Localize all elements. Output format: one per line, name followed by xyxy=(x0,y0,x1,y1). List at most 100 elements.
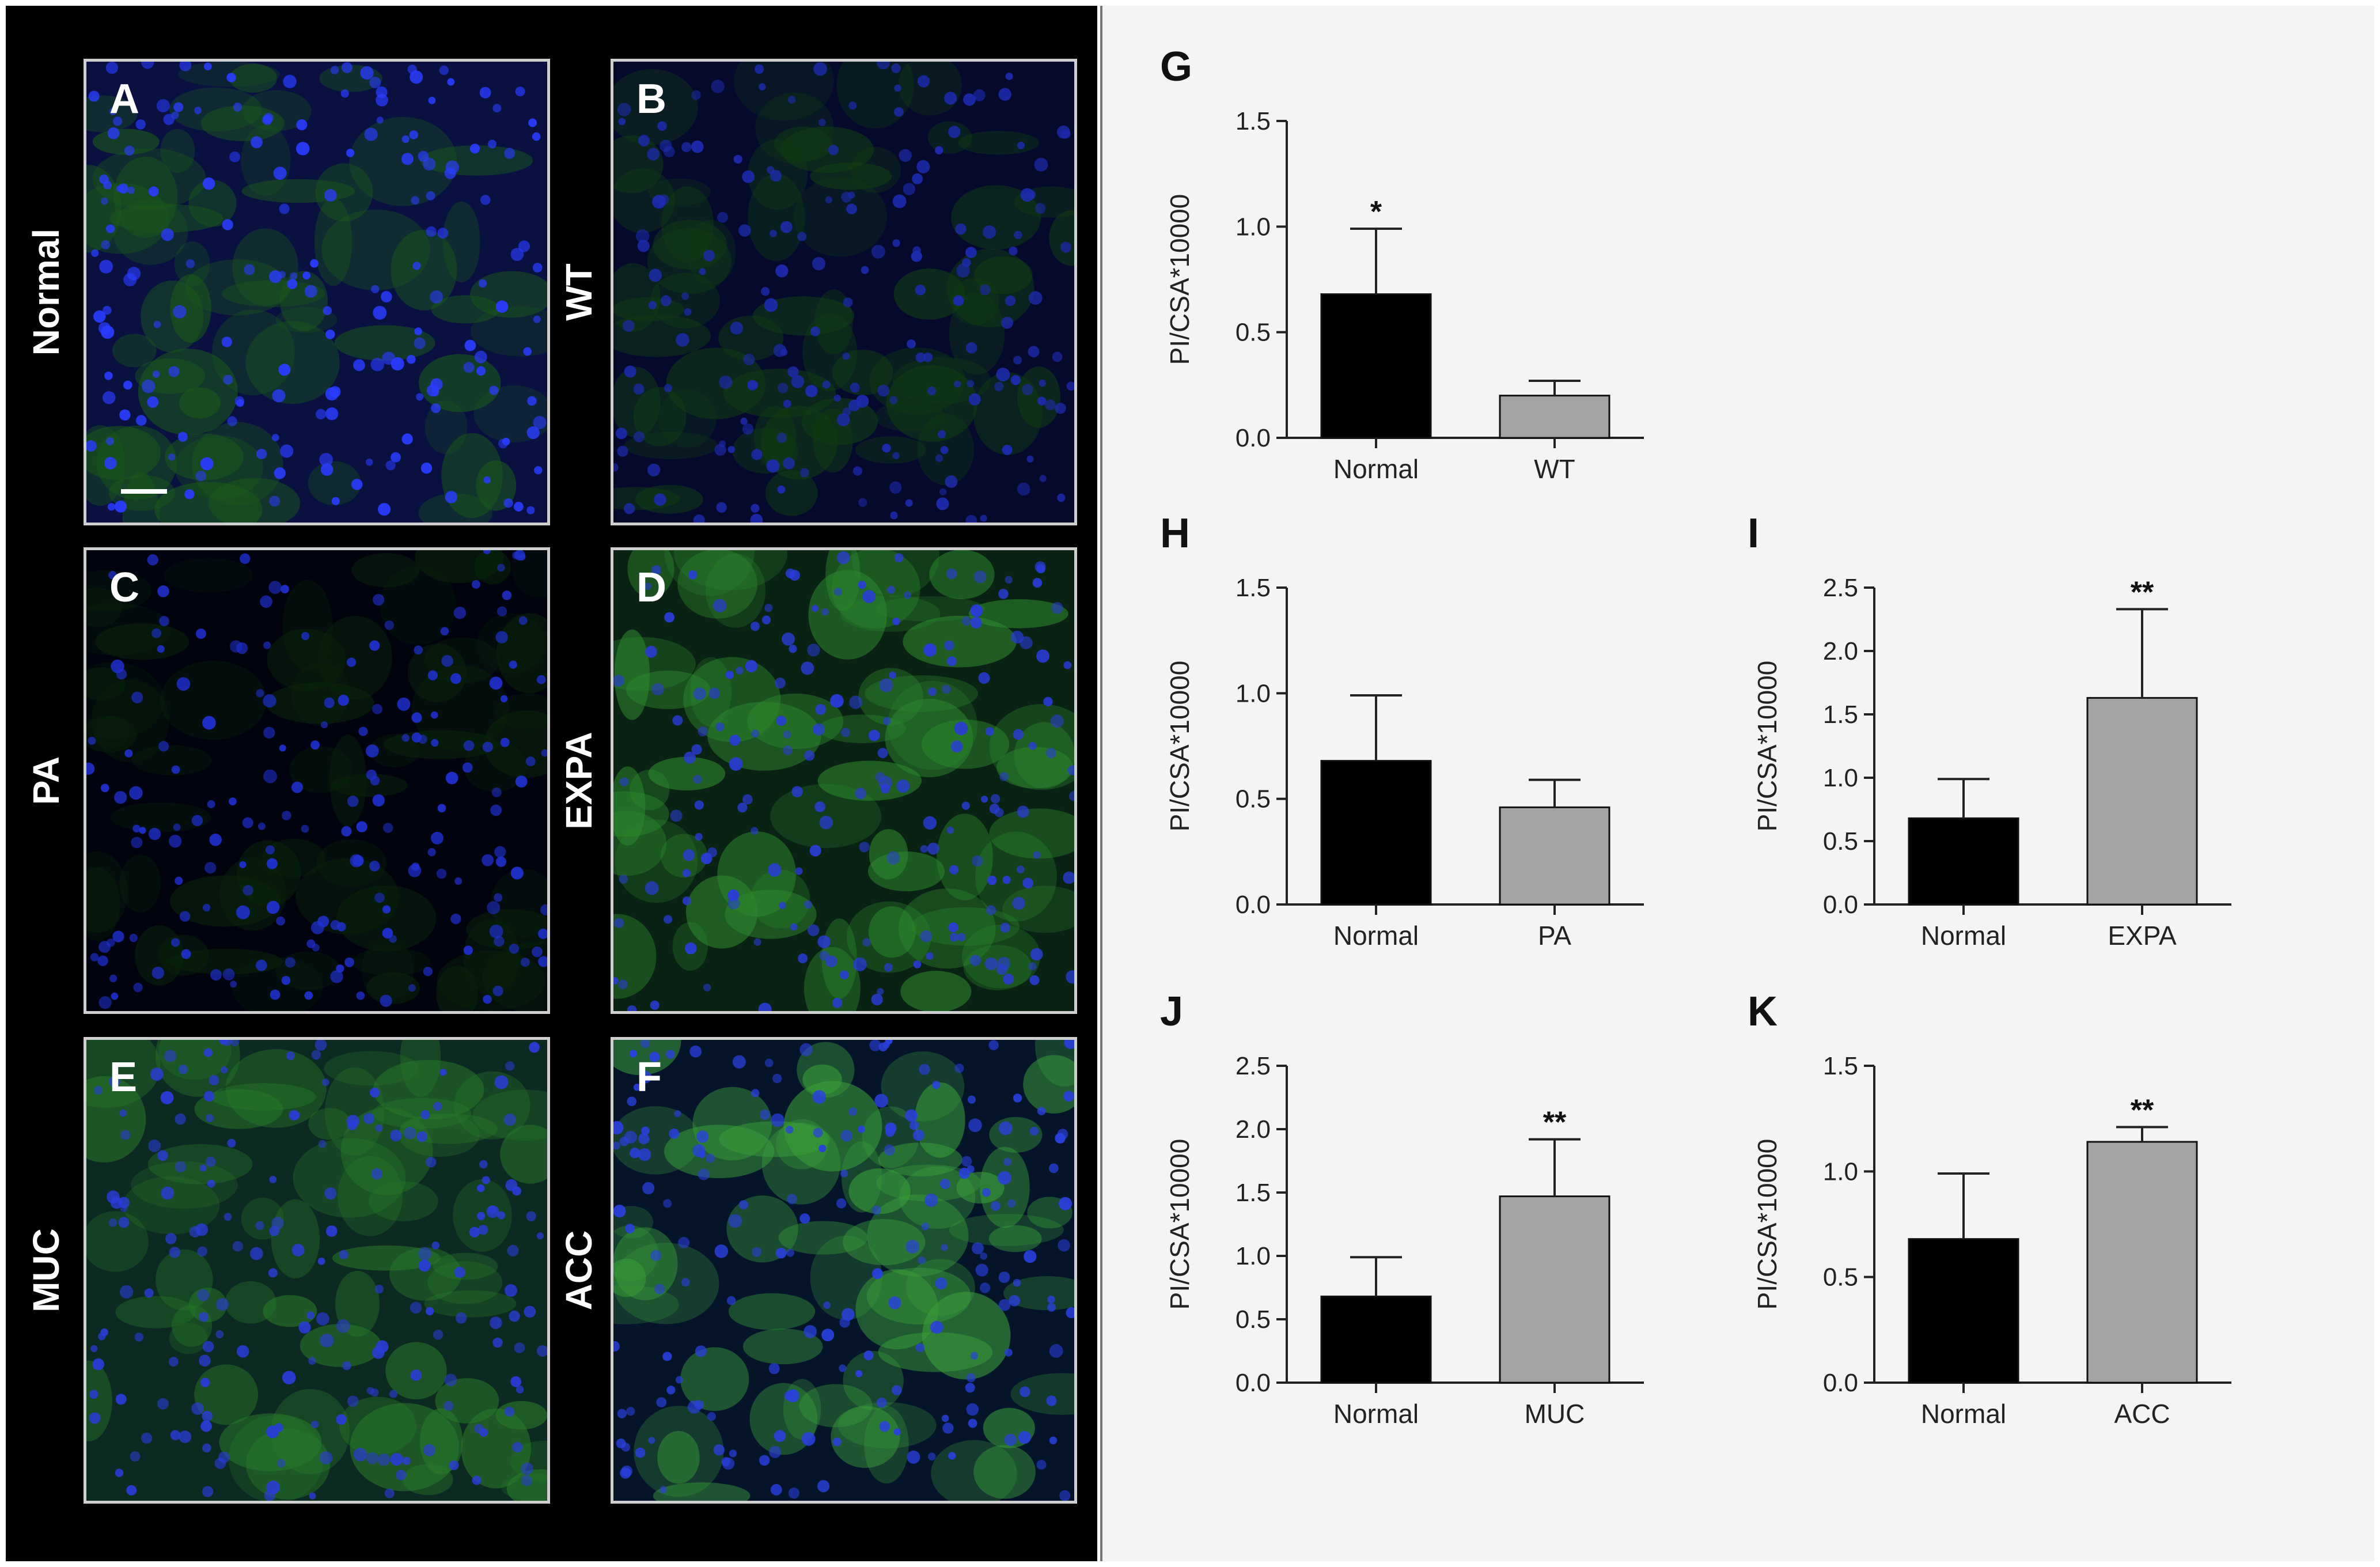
nucleus xyxy=(113,116,123,126)
nucleus xyxy=(795,867,803,875)
nucleus xyxy=(147,554,158,566)
nucleus xyxy=(324,697,335,709)
nucleus xyxy=(492,104,502,113)
nucleus xyxy=(382,928,393,939)
tissue-blob xyxy=(427,1261,503,1304)
tissue-blob xyxy=(635,485,703,514)
nucleus xyxy=(202,1486,214,1497)
nucleus xyxy=(401,153,414,165)
nucleus xyxy=(617,103,631,116)
nucleus xyxy=(165,1233,177,1244)
nucleus xyxy=(179,911,191,922)
nucleus xyxy=(336,1319,350,1333)
tissue-blob xyxy=(321,209,430,290)
nucleus xyxy=(365,744,379,758)
tissue-blob xyxy=(300,1324,382,1367)
nucleus xyxy=(353,359,365,372)
nucleus xyxy=(184,489,195,499)
nucleus xyxy=(376,86,388,99)
nucleus xyxy=(644,582,651,590)
nucleus xyxy=(882,1041,890,1049)
chart-h: H 0.0 0.5 1.0 1.5 PI/CSA*10000 Normal PA xyxy=(1137,510,1655,974)
nucleus xyxy=(966,1403,979,1416)
nucleus xyxy=(969,955,981,966)
nucleus xyxy=(650,1250,662,1261)
nucleus xyxy=(1036,564,1045,574)
nucleus xyxy=(684,751,696,764)
nucleus xyxy=(613,1205,626,1218)
nucleus xyxy=(279,203,290,214)
nucleus xyxy=(437,804,446,813)
nucleus xyxy=(882,717,891,725)
tissue-blob xyxy=(337,1156,403,1236)
nucleus xyxy=(733,154,742,164)
nucleus xyxy=(1004,1348,1013,1357)
tissue-blob xyxy=(497,613,547,694)
nucleus xyxy=(176,677,191,691)
nucleus xyxy=(863,1350,874,1361)
y-tick-label: 1.0 xyxy=(1236,1242,1271,1270)
nucleus xyxy=(672,715,683,726)
tissue-blob xyxy=(391,229,457,311)
nucleus xyxy=(195,470,207,482)
nucleus xyxy=(913,1129,924,1141)
nucleus xyxy=(997,956,1011,970)
nucleus xyxy=(86,440,97,452)
nucleus xyxy=(721,1457,731,1467)
tissue-blob xyxy=(369,734,420,767)
nucleus xyxy=(999,772,1009,782)
nucleus xyxy=(439,65,449,75)
nucleus xyxy=(751,449,763,460)
nucleus xyxy=(189,1226,201,1238)
nucleus xyxy=(495,300,509,313)
nucleus xyxy=(998,1271,1010,1283)
nucleus xyxy=(1014,230,1022,240)
nucleus xyxy=(428,96,436,104)
nucleus xyxy=(727,445,735,453)
nucleus xyxy=(939,1179,950,1190)
nucleus xyxy=(633,1084,641,1091)
nucleus xyxy=(263,641,271,649)
tissue-blob xyxy=(685,875,758,949)
nucleus xyxy=(520,957,530,967)
nucleus xyxy=(244,264,255,275)
tissue-blob xyxy=(1010,1373,1074,1415)
nucleus xyxy=(917,75,930,88)
tissue-blob xyxy=(86,1211,149,1272)
nucleus xyxy=(523,347,532,356)
nucleus xyxy=(185,259,195,268)
nucleus xyxy=(1048,1163,1059,1174)
nucleus xyxy=(986,905,996,915)
nucleus xyxy=(510,1376,522,1387)
nucleus xyxy=(807,924,820,936)
tissue-blob xyxy=(110,802,211,832)
nucleus xyxy=(433,1330,444,1340)
bar-normal xyxy=(1320,293,1432,439)
nucleus xyxy=(716,502,727,513)
tissue-blob xyxy=(380,565,456,645)
nucleus xyxy=(962,258,971,267)
nucleus xyxy=(477,1212,486,1220)
nucleus xyxy=(462,762,473,773)
nucleus xyxy=(774,677,786,689)
nucleus xyxy=(191,815,203,827)
bar-normal xyxy=(1908,817,2019,906)
chart-panel-letter: G xyxy=(1160,44,1192,90)
tissue-blob xyxy=(109,204,223,233)
nucleus xyxy=(298,1321,311,1334)
nucleus xyxy=(837,413,850,426)
nucleus xyxy=(304,285,317,298)
nucleus xyxy=(719,375,733,389)
nucleus xyxy=(173,305,187,319)
tissue-blob xyxy=(474,550,511,585)
nucleus xyxy=(500,695,508,703)
nucleus xyxy=(832,1437,842,1447)
nucleus xyxy=(915,1343,925,1352)
nucleus xyxy=(302,271,311,280)
tissue-blob xyxy=(885,698,973,778)
nucleus xyxy=(132,824,141,833)
nucleus xyxy=(711,80,725,93)
nucleus xyxy=(515,86,525,97)
nucleus xyxy=(669,1128,680,1139)
nucleus xyxy=(478,279,487,288)
